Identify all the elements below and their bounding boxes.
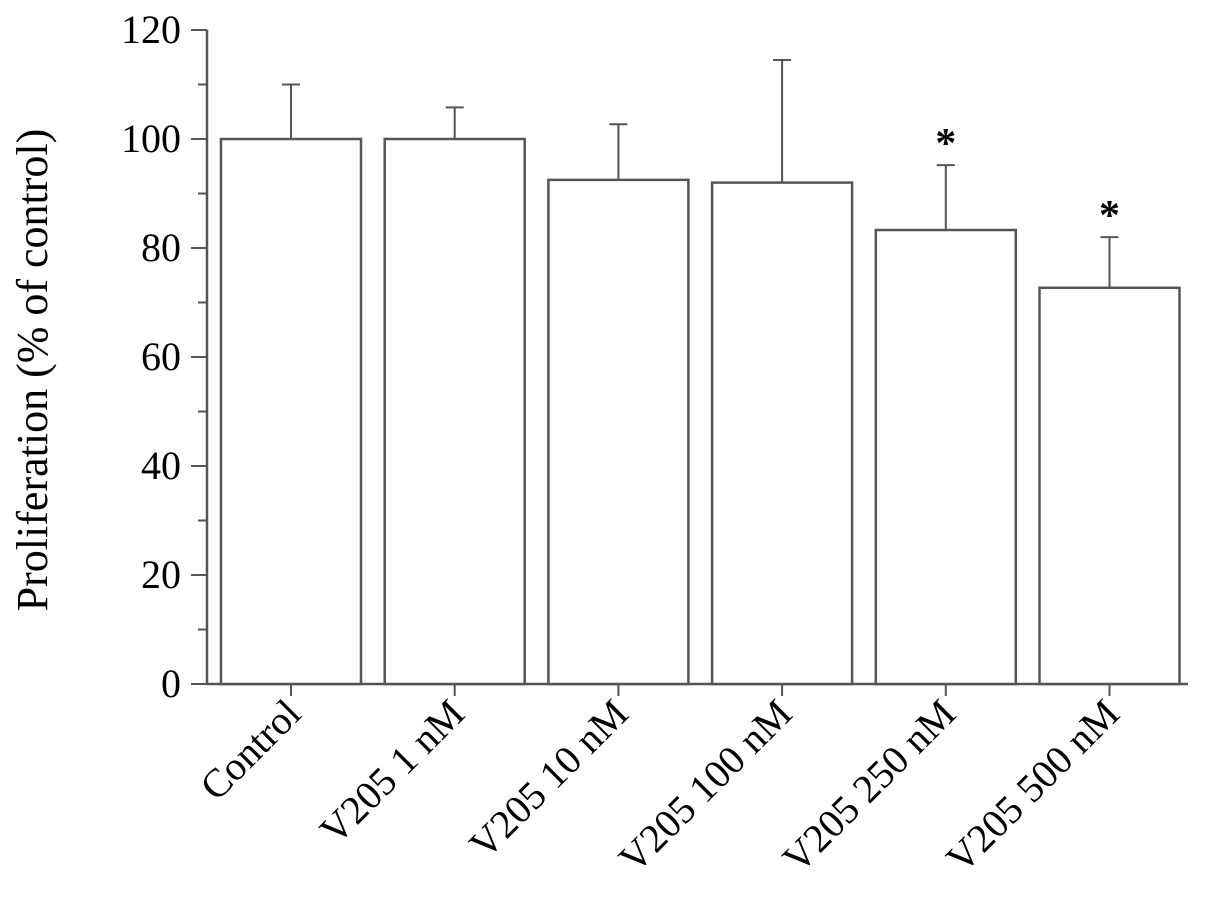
x-axis <box>207 682 1188 696</box>
y-tick-label: 80 <box>141 225 181 270</box>
significance-marker-5: * <box>935 121 956 167</box>
y-axis: 0 20 40 60 80 100 120 <box>121 7 209 706</box>
y-axis-title: Proliferation (% of control) <box>8 129 57 612</box>
bar-6 <box>1038 286 1181 686</box>
bar-4 <box>710 181 854 686</box>
significance-markers: ** <box>935 121 1120 239</box>
bar-3 <box>547 178 690 686</box>
error-bars <box>282 58 1119 288</box>
category-label-1: Control <box>191 691 309 809</box>
category-label-5: V205 250 nM <box>774 691 965 882</box>
category-label-3: V205 10 nM <box>460 691 636 867</box>
bar-1 <box>219 137 363 686</box>
bar-2 <box>383 137 526 686</box>
y-tick-label: 120 <box>121 7 181 52</box>
category-label-6: V205 500 nM <box>937 691 1128 882</box>
y-tick-label: 100 <box>121 116 181 161</box>
y-tick-label: 20 <box>141 552 181 597</box>
y-tick-label: 0 <box>161 661 181 706</box>
bar-5 <box>874 228 1018 686</box>
y-tick-label: 40 <box>141 443 181 488</box>
bars <box>219 137 1181 686</box>
category-label-4: V205 100 nM <box>610 691 801 882</box>
category-label-2: V205 1 nM <box>311 691 473 853</box>
significance-marker-6: * <box>1099 193 1120 239</box>
y-tick-label: 60 <box>141 334 181 379</box>
